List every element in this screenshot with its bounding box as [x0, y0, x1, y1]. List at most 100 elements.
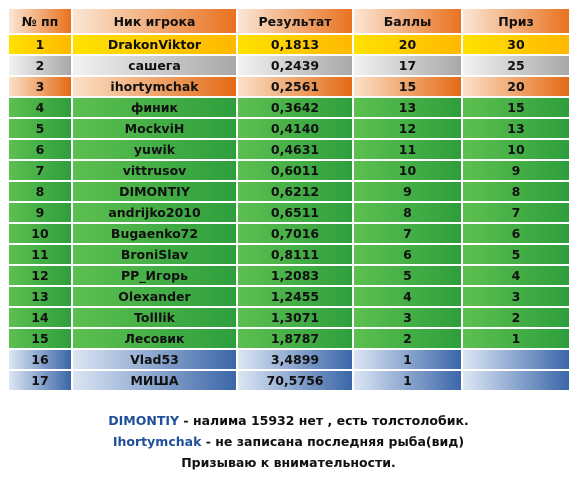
table-row: 16 Vlad53 3,4899 1	[8, 349, 570, 370]
table-cell: 0,1813	[237, 34, 353, 55]
table-cell: DrakonViktor	[72, 34, 237, 55]
table-cell: yuwik	[72, 139, 237, 160]
table-cell: 8	[462, 181, 570, 202]
table-cell: 1	[8, 34, 72, 55]
table-cell: 1,2083	[237, 265, 353, 286]
table-cell: 5	[462, 244, 570, 265]
note-name: DIMONTIY	[108, 413, 180, 428]
table-row: 1 DrakonViktor 0,1813 20 30	[8, 34, 570, 55]
table-cell: Bugaenko72	[72, 223, 237, 244]
table-cell: MockviH	[72, 118, 237, 139]
table-cell: 8	[353, 202, 462, 223]
table-row: 17 МИША 70,5756 1	[8, 370, 570, 391]
table-cell: 13	[462, 118, 570, 139]
table-row: 8 DIMONTIY 0,6212 9 8	[8, 181, 570, 202]
note-name: Ihortymchak	[112, 434, 202, 449]
table-cell	[462, 370, 570, 391]
table-row: 4 финик 0,3642 13 15	[8, 97, 570, 118]
table-cell: МИША	[72, 370, 237, 391]
table-cell: Vlad53	[72, 349, 237, 370]
table-cell: 17	[353, 55, 462, 76]
table-cell: 7	[353, 223, 462, 244]
table-cell: 0,6011	[237, 160, 353, 181]
table-cell: 0,6511	[237, 202, 353, 223]
table-cell: 0,7016	[237, 223, 353, 244]
note-line: DIMONTIY - налима 15932 нет , есть толст…	[0, 410, 577, 431]
table-cell: 2	[462, 307, 570, 328]
table-cell: Лесовик	[72, 328, 237, 349]
table-cell: Olexander	[72, 286, 237, 307]
table-cell: 2	[353, 328, 462, 349]
table-cell: 12	[353, 118, 462, 139]
table-cell: 1	[353, 370, 462, 391]
table-cell: 6	[353, 244, 462, 265]
table-cell: 7	[462, 202, 570, 223]
table-cell: 0,3642	[237, 97, 353, 118]
note-text: - не записана последняя рыба(вид)	[201, 434, 465, 449]
table-cell: 15	[8, 328, 72, 349]
table-cell: 11	[8, 244, 72, 265]
note-line: Ihortymchak - не записана последняя рыба…	[0, 431, 577, 452]
table-cell: 10	[8, 223, 72, 244]
table-cell: 14	[8, 307, 72, 328]
results-table: № пп Ник игрока Результат Баллы Приз 1 DrakonV…	[8, 8, 570, 391]
table-cell: сашега	[72, 55, 237, 76]
table-cell: 9	[8, 202, 72, 223]
header-row: № пп Ник игрока Результат Баллы Приз	[8, 8, 570, 34]
table-cell	[462, 349, 570, 370]
table-cell: vittrusov	[72, 160, 237, 181]
table-cell: финик	[72, 97, 237, 118]
table-row: 12 PP_Игорь 1,2083 5 4	[8, 265, 570, 286]
table-row: 3 ihortymchak 0,2561 15 20	[8, 76, 570, 97]
table-cell: 20	[353, 34, 462, 55]
table-cell: 17	[8, 370, 72, 391]
table-cell: 4	[353, 286, 462, 307]
table-cell: 0,4631	[237, 139, 353, 160]
table-cell: 1	[462, 328, 570, 349]
table-cell: Tolllik	[72, 307, 237, 328]
table-cell: BroniSlav	[72, 244, 237, 265]
table-cell: 13	[353, 97, 462, 118]
table-row: 14 Tolllik 1,3071 3 2	[8, 307, 570, 328]
header-cell: № пп	[8, 8, 72, 34]
table-cell: 4	[462, 265, 570, 286]
table-cell: 3	[353, 307, 462, 328]
table-cell: 3,4899	[237, 349, 353, 370]
table-cell: 0,4140	[237, 118, 353, 139]
table-cell: 1,8787	[237, 328, 353, 349]
table-cell: 2	[8, 55, 72, 76]
table-cell: 15	[353, 76, 462, 97]
table-cell: 8	[8, 181, 72, 202]
table-cell: DIMONTIY	[72, 181, 237, 202]
table-row: 6 yuwik 0,4631 11 10	[8, 139, 570, 160]
table-cell: 0,2561	[237, 76, 353, 97]
table-cell: PP_Игорь	[72, 265, 237, 286]
header-cell: Приз	[462, 8, 570, 34]
table-cell: ihortymchak	[72, 76, 237, 97]
table-row: 2 сашега 0,2439 17 25	[8, 55, 570, 76]
table-cell: 0,6212	[237, 181, 353, 202]
table-cell: 0,8111	[237, 244, 353, 265]
table-cell: 0,2439	[237, 55, 353, 76]
table-row: 10 Bugaenko72 0,7016 7 6	[8, 223, 570, 244]
header-cell: Ник игрока	[72, 8, 237, 34]
table-cell: 11	[353, 139, 462, 160]
table-cell: 5	[8, 118, 72, 139]
table-cell: 1,2455	[237, 286, 353, 307]
table-cell: 70,5756	[237, 370, 353, 391]
table-cell: 7	[8, 160, 72, 181]
table-row: 7 vittrusov 0,6011 10 9	[8, 160, 570, 181]
table-cell: 13	[8, 286, 72, 307]
table-cell: 6	[462, 223, 570, 244]
table-cell: 30	[462, 34, 570, 55]
table-cell: 16	[8, 349, 72, 370]
header-cell: Результат	[237, 8, 353, 34]
table-row: 5 MockviH 0,4140 12 13	[8, 118, 570, 139]
table-cell: 1,3071	[237, 307, 353, 328]
table-cell: 4	[8, 97, 72, 118]
table-cell: 20	[462, 76, 570, 97]
table-cell: 3	[8, 76, 72, 97]
table-cell: 15	[462, 97, 570, 118]
table-row: 11 BroniSlav 0,8111 6 5	[8, 244, 570, 265]
header-cell: Баллы	[353, 8, 462, 34]
